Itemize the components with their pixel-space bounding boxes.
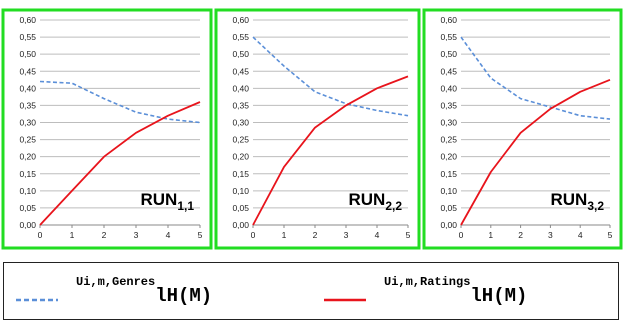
y-tick-label: 0,20 — [232, 152, 249, 162]
x-tick-label: 1 — [70, 230, 75, 240]
x-tick-label: 0 — [251, 230, 256, 240]
x-tick-label: 3 — [548, 230, 553, 240]
y-tick-label: 0,30 — [440, 118, 457, 128]
x-tick-label: 2 — [102, 230, 107, 240]
y-tick-label: 0,55 — [440, 32, 457, 42]
series-line-ratings — [460, 78, 611, 226]
y-tick-label: 0,05 — [19, 203, 36, 213]
run-label-base: RUN — [140, 190, 177, 209]
legend-superscript-label: Ui,m,Genres — [76, 275, 155, 289]
y-tick-label: 0,30 — [19, 118, 36, 128]
legend-main-label: lH(M) — [155, 285, 212, 307]
x-tick-label: 1 — [282, 230, 287, 240]
y-tick-label: 0,55 — [19, 32, 36, 42]
run-label-subscript: 1,1 — [177, 199, 194, 213]
y-tick-label: 0,50 — [19, 49, 36, 59]
x-tick-label: 4 — [166, 230, 171, 240]
run-label: RUN1,1 — [140, 190, 194, 213]
y-tick-label: 0,05 — [440, 203, 457, 213]
y-tick-label: 0,35 — [232, 100, 249, 110]
y-tick-label: 0,60 — [232, 15, 249, 25]
y-tick-label: 0,60 — [440, 15, 457, 25]
y-tick-label: 0,00 — [232, 220, 249, 230]
y-tick-label: 0,30 — [232, 118, 249, 128]
y-tick-label: 0,25 — [440, 135, 457, 145]
x-tick-label: 4 — [578, 230, 583, 240]
y-tick-label: 0,25 — [19, 135, 36, 145]
legend-box: Ui,m,Genres lH(M) Ui,m,Ratings lH(M) — [3, 262, 619, 320]
y-tick-label: 0,35 — [19, 100, 36, 110]
y-tick-label: 0,20 — [19, 152, 36, 162]
x-tick-label: 3 — [344, 230, 349, 240]
series-line-ratings — [39, 101, 201, 226]
run-label: RUN3,2 — [550, 190, 604, 213]
y-tick-label: 0,10 — [440, 186, 457, 196]
y-tick-label: 0,15 — [232, 169, 249, 179]
x-tick-label: 5 — [198, 230, 203, 240]
y-tick-label: 0,45 — [19, 66, 36, 76]
y-tick-label: 0,60 — [19, 15, 36, 25]
legend-superscript-label: Ui,m,Ratings — [384, 275, 470, 289]
y-tick-label: 0,20 — [440, 152, 457, 162]
chart-panel-3: 0,00 0,05 0,10 0,15 0,20 0,25 0,30 0,35 0,40 0,45… — [422, 8, 623, 250]
series-line-genres — [460, 36, 611, 120]
x-tick-label: 5 — [608, 230, 613, 240]
series-line-genres — [252, 36, 409, 117]
y-tick-label: 0,40 — [19, 83, 36, 93]
run-label-base: RUN — [550, 190, 587, 209]
y-tick-label: 0,50 — [440, 49, 457, 59]
y-tick-label: 0,45 — [440, 66, 457, 76]
x-tick-label: 4 — [375, 230, 380, 240]
chart-panel-2: 0,00 0,05 0,10 0,15 0,20 0,25 0,30 0,35 0,40 0,45… — [214, 8, 421, 250]
y-tick-label: 0,00 — [440, 220, 457, 230]
y-tick-label: 0,15 — [19, 169, 36, 179]
y-tick-label: 0,40 — [440, 83, 457, 93]
y-tick-label: 0,05 — [232, 203, 249, 213]
y-tick-label: 0,55 — [232, 32, 249, 42]
x-tick-label: 3 — [134, 230, 139, 240]
chart-panel-1: 0,00 0,05 0,10 0,15 0,20 0,25 0,30 0,35 0,40 0,45… — [1, 8, 213, 250]
run-label-subscript: 2,2 — [385, 199, 402, 213]
y-tick-label: 0,50 — [232, 49, 249, 59]
run-label: RUN2,2 — [348, 190, 402, 213]
charts-area: 0,00 0,05 0,10 0,15 0,20 0,25 0,30 0,35 0,40 0,45… — [1, 8, 623, 250]
x-tick-label: 2 — [518, 230, 523, 240]
y-tick-label: 0,15 — [440, 169, 457, 179]
x-tick-label: 0 — [38, 230, 43, 240]
y-tick-label: 0,40 — [232, 83, 249, 93]
series-line-ratings — [252, 75, 409, 226]
y-tick-label: 0,00 — [19, 220, 36, 230]
x-tick-label: 1 — [488, 230, 493, 240]
y-tick-label: 0,45 — [232, 66, 249, 76]
legend-main-label: lH(M) — [470, 285, 527, 307]
x-tick-label: 5 — [406, 230, 411, 240]
charts-svg: 0,00 0,05 0,10 0,15 0,20 0,25 0,30 0,35 0,40 0,45… — [1, 8, 623, 250]
run-label-base: RUN — [348, 190, 385, 209]
run-label-subscript: 3,2 — [587, 199, 604, 213]
x-tick-label: 0 — [459, 230, 464, 240]
y-tick-label: 0,10 — [19, 186, 36, 196]
series-line-genres — [39, 80, 201, 124]
y-tick-label: 0,35 — [440, 100, 457, 110]
y-tick-label: 0,10 — [232, 186, 249, 196]
y-tick-label: 0,25 — [232, 135, 249, 145]
x-tick-label: 2 — [313, 230, 318, 240]
